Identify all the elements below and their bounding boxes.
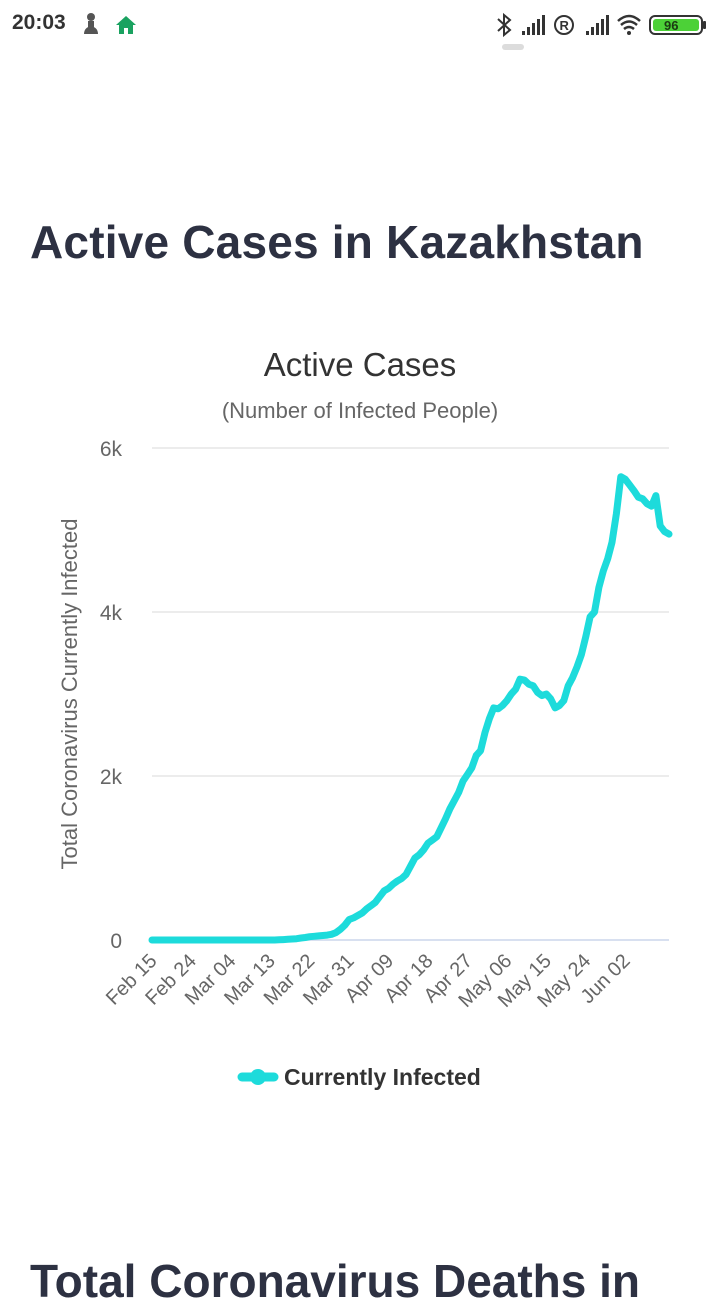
roaming-icon: R	[554, 15, 574, 35]
y-tick-label: 6k	[100, 438, 123, 461]
y-axis-label: Total Coronavirus Currently Infected	[57, 519, 82, 870]
legend[interactable]: Currently Infected	[237, 1064, 481, 1090]
bluetooth-icon	[497, 12, 512, 38]
series-line-currently-infected[interactable]	[148, 473, 673, 944]
next-section-title: Total Coronavirus Deaths in	[30, 1255, 641, 1307]
status-bar: 20:03	[0, 0, 720, 48]
person-icon	[84, 13, 98, 34]
status-right-icons: R 96	[494, 11, 710, 44]
home-icon	[116, 16, 136, 34]
chart-title: Active Cases	[264, 346, 457, 383]
status-left-icons	[80, 12, 140, 43]
y-tick-label: 0	[110, 930, 122, 953]
active-cases-chart: Active Cases (Number of Infected People)…	[57, 346, 673, 1090]
legend-label: Currently Infected	[284, 1064, 481, 1090]
chart-subtitle: (Number of Infected People)	[222, 398, 498, 423]
legend-marker-dot	[250, 1069, 266, 1085]
y-tick-label: 2k	[100, 766, 123, 789]
svg-text:R: R	[560, 18, 570, 33]
y-axis-ticks: 0 2k 4k 6k	[100, 438, 123, 953]
status-time: 20:03	[12, 11, 66, 34]
y-tick-label: 4k	[100, 602, 123, 625]
signal-icon	[586, 15, 609, 35]
page-title: Active Cases in Kazakhstan	[30, 216, 644, 268]
battery-icon: 96	[649, 15, 706, 35]
signal-icon	[522, 15, 545, 35]
battery-level: 96	[664, 18, 678, 33]
wifi-icon	[617, 14, 641, 35]
scroll-handle[interactable]	[502, 44, 524, 50]
series-layer	[148, 473, 673, 944]
